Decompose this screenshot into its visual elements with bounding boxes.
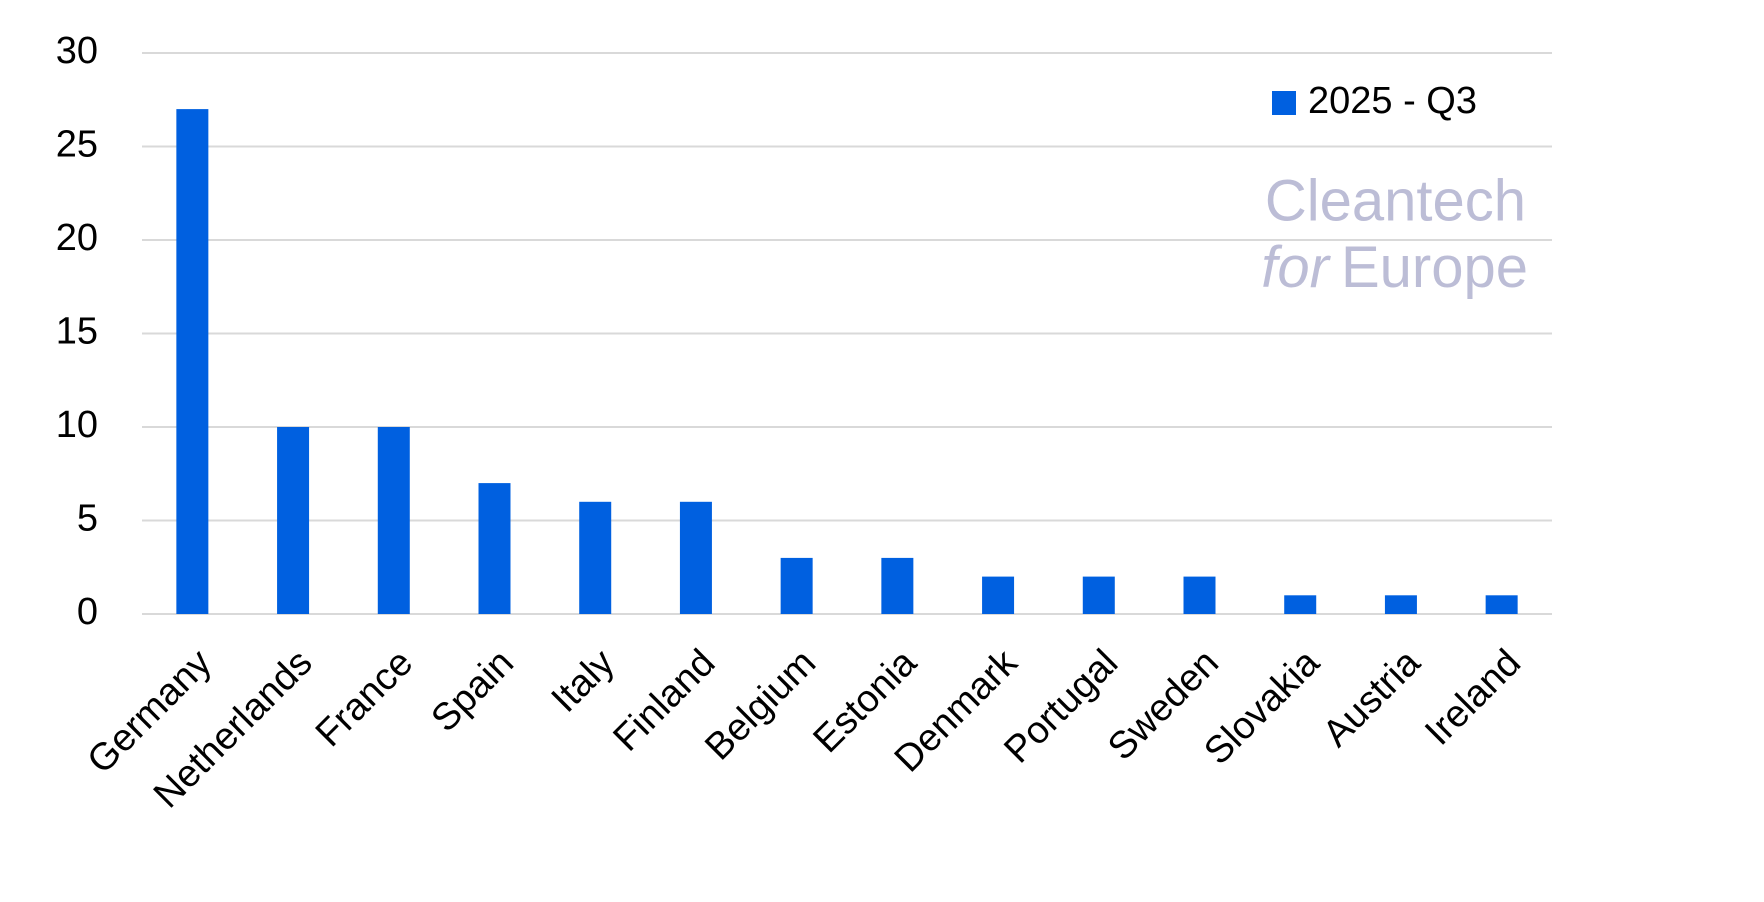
watermark: for xyxy=(1261,235,1331,300)
bar xyxy=(1485,595,1518,614)
bar xyxy=(176,109,209,614)
bar xyxy=(780,557,813,614)
x-tick-label: Portugal xyxy=(996,642,1126,772)
y-tick-label: 0 xyxy=(77,591,98,633)
x-tick-label: Spain xyxy=(424,642,522,740)
bar xyxy=(1183,576,1216,614)
x-tick-label: France xyxy=(308,642,421,755)
x-tick-label: Ireland xyxy=(1417,642,1529,754)
bar xyxy=(478,483,511,614)
legend-swatch xyxy=(1272,91,1296,115)
bar xyxy=(1384,595,1417,614)
bar xyxy=(1082,576,1115,614)
bar xyxy=(579,501,612,614)
grid xyxy=(142,52,1552,615)
legend-label: 2025 - Q3 xyxy=(1308,80,1477,122)
y-tick-label: 5 xyxy=(77,498,98,540)
y-tick-label: 15 xyxy=(56,311,98,353)
x-tick-label: Austria xyxy=(1315,641,1429,755)
watermark: for Europe xyxy=(1261,235,1528,300)
watermark: Europe xyxy=(1341,235,1528,300)
bar xyxy=(277,427,310,614)
y-tick-label: 10 xyxy=(56,404,98,446)
y-tick-label: 20 xyxy=(56,217,98,259)
y-tick-label: 25 xyxy=(56,124,98,166)
bar xyxy=(377,427,410,614)
watermark: Cleantech xyxy=(1265,168,1526,233)
x-tick-label: Italy xyxy=(544,642,623,721)
bar xyxy=(1284,595,1317,614)
bar xyxy=(982,576,1015,614)
x-tick-label: Belgium xyxy=(697,642,824,769)
bar xyxy=(881,557,914,614)
y-tick-label: 30 xyxy=(56,30,98,72)
bar xyxy=(679,501,712,614)
